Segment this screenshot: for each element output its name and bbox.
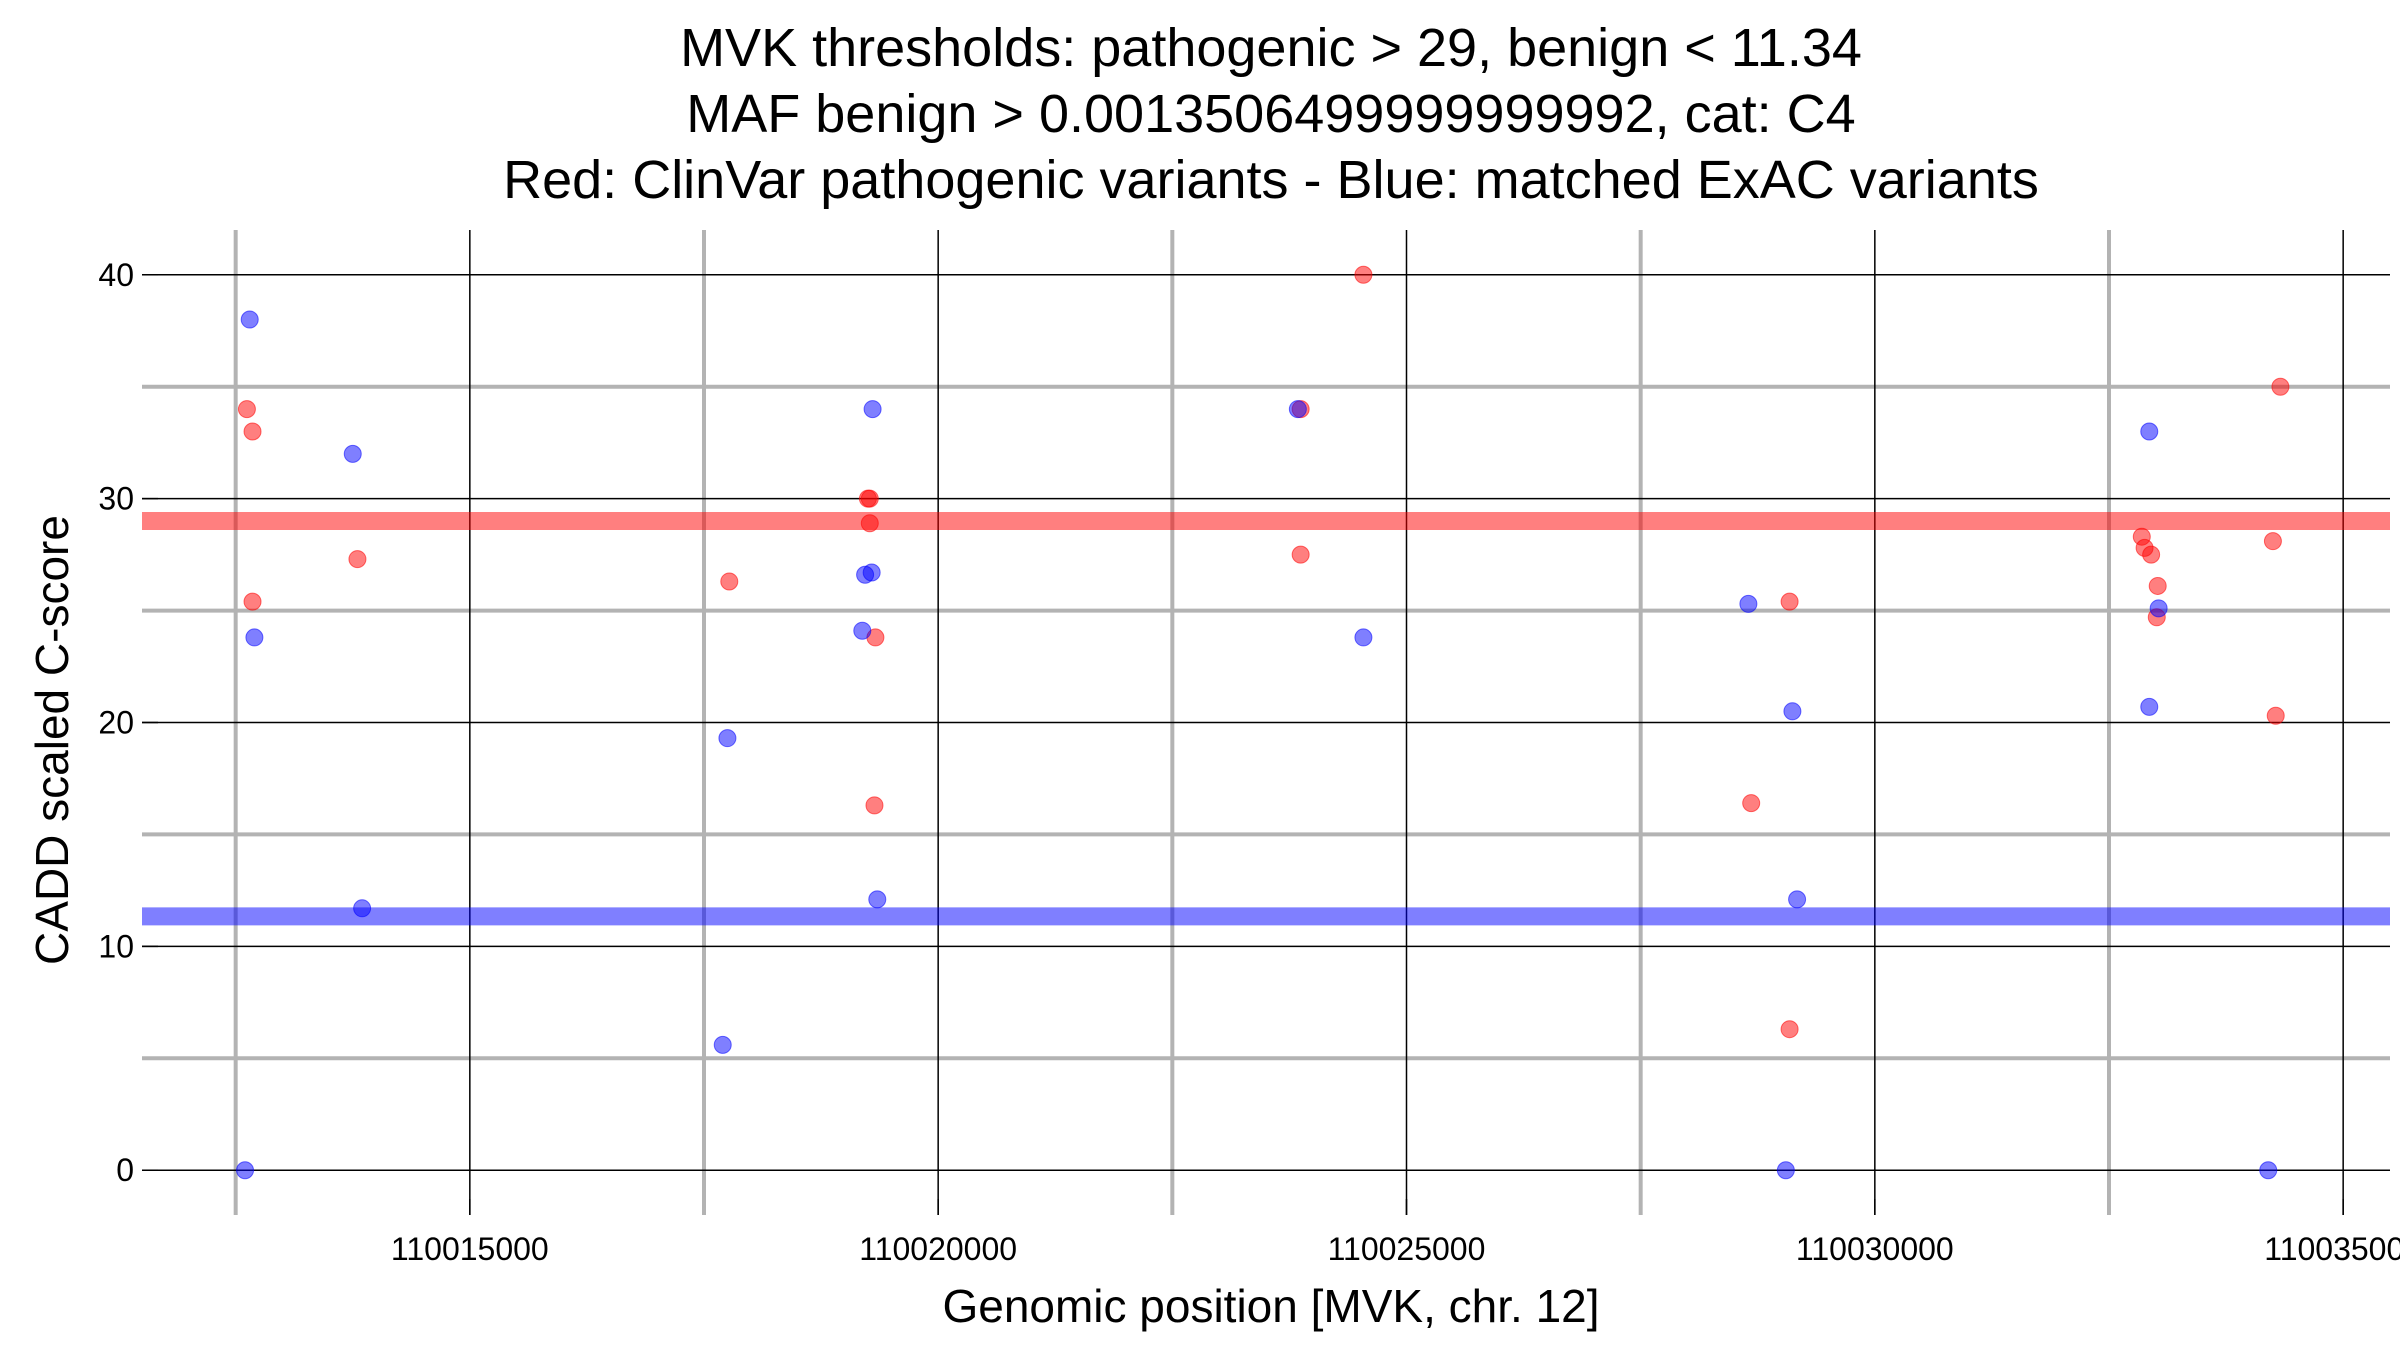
data-point-pathogenic (1291, 545, 1310, 564)
data-point-benign (2140, 422, 2159, 441)
title-line-1: MVK thresholds: pathogenic > 29, benign … (680, 18, 1862, 78)
data-point-pathogenic (720, 572, 739, 591)
title-line-3: Red: ClinVar pathogenic variants - Blue:… (503, 150, 2039, 210)
y-tick-label: 20 (98, 705, 134, 741)
data-point-benign (236, 1161, 255, 1180)
data-point-benign (1788, 890, 1807, 909)
data-point-benign (343, 444, 362, 463)
data-point-pathogenic (2271, 377, 2290, 396)
x-tick-label: 110020000 (859, 1231, 1017, 1267)
y-tick-label: 0 (116, 1152, 134, 1188)
data-point-benign (1776, 1161, 1795, 1180)
data-point-pathogenic (1354, 265, 1373, 284)
x-tick-label: 110030000 (1796, 1231, 1954, 1267)
data-point-benign (863, 400, 882, 419)
x-tick-label: 110035000 (2264, 1231, 2400, 1267)
y-tick-label: 10 (98, 928, 134, 964)
data-point-pathogenic (2142, 545, 2161, 564)
data-point-benign (245, 628, 264, 647)
data-point-benign (2149, 599, 2168, 618)
x-tick-label: 110015000 (391, 1231, 549, 1267)
data-point-pathogenic (1780, 592, 1799, 611)
data-point-benign (353, 899, 372, 918)
data-point-pathogenic (2263, 532, 2282, 551)
title-line-2: MAF benign > 0.0013506499999999992, cat:… (686, 84, 1855, 144)
data-point-benign (240, 310, 259, 329)
point-layer (236, 265, 2290, 1180)
grid-layer (142, 230, 2390, 1215)
data-point-benign (853, 621, 872, 640)
data-point-pathogenic (348, 550, 367, 569)
data-point-benign (718, 729, 737, 748)
y-tick-label: 40 (98, 257, 134, 293)
data-point-pathogenic (1780, 1020, 1799, 1039)
axis-layer: 0 10 20 30 40 110015000 110020000 110025000 1100… (98, 257, 2400, 1267)
y-axis-title: CADD scaled C-score (26, 515, 78, 965)
data-point-benign (2140, 697, 2159, 716)
data-point-benign (713, 1035, 732, 1054)
x-tick-label: 110025000 (1328, 1231, 1486, 1267)
y-tick-label: 30 (98, 481, 134, 517)
data-point-benign (1783, 702, 1802, 721)
data-point-benign (1739, 594, 1758, 613)
data-point-pathogenic (237, 400, 256, 419)
data-point-pathogenic (1742, 794, 1761, 813)
data-point-benign (2259, 1161, 2278, 1180)
threshold-layer (142, 512, 2390, 926)
data-point-benign (868, 890, 887, 909)
x-axis-title: Genomic position [MVK, chr. 12] (942, 1280, 1599, 1332)
data-point-benign (862, 563, 881, 582)
data-point-benign (1354, 628, 1373, 647)
data-point-pathogenic (865, 796, 884, 815)
data-point-pathogenic (2148, 576, 2167, 595)
data-point-pathogenic (243, 592, 262, 611)
data-point-pathogenic (2266, 706, 2285, 725)
data-point-pathogenic (243, 422, 262, 441)
chart-title: MVK thresholds: pathogenic > 29, benign … (503, 18, 2039, 210)
data-point-benign (1288, 400, 1307, 419)
data-point-pathogenic (860, 514, 879, 533)
data-point-pathogenic (860, 489, 879, 508)
